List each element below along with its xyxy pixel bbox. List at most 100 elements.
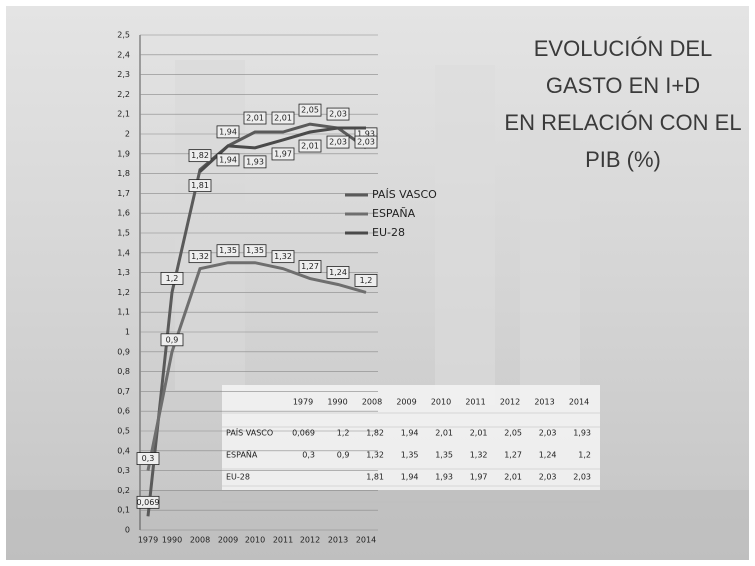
page: EVOLUCIÓN DELGASTO EN I+DEN RELACIÓN CON… — [0, 0, 755, 566]
table-cell: 1,27 — [504, 451, 522, 460]
y-tick-label: 0,8 — [117, 367, 130, 376]
x-tick-label: 2014 — [356, 536, 376, 545]
data-label: 2,01 — [274, 114, 292, 123]
data-label: 1,35 — [219, 246, 237, 255]
table-cell: 1,35 — [435, 451, 453, 460]
y-tick-label: 1,9 — [117, 149, 130, 158]
x-tick-label: 2008 — [190, 536, 210, 545]
data-label: 1,32 — [274, 252, 292, 261]
tube — [435, 65, 495, 405]
table-cell: 2,03 — [573, 473, 591, 482]
y-tick-label: 1,5 — [117, 229, 130, 238]
data-label: 2,03 — [357, 138, 375, 147]
data-label: 1,93 — [246, 157, 264, 166]
table-cell: 1,32 — [366, 451, 384, 460]
y-tick-label: 2,1 — [117, 110, 130, 119]
data-label: 1,32 — [191, 252, 209, 261]
table-header: 2011 — [465, 398, 485, 407]
y-tick-label: 0,4 — [117, 446, 130, 455]
data-label: 1,24 — [329, 268, 347, 277]
y-tick-label: 1 — [125, 328, 130, 337]
table-cell: 2,03 — [539, 473, 557, 482]
data-label: 2,01 — [246, 114, 264, 123]
y-tick-label: 1,8 — [117, 169, 130, 178]
data-label: 1,2 — [360, 276, 373, 285]
data-label: 0,9 — [166, 335, 179, 344]
data-label: 1,82 — [191, 151, 209, 160]
y-tick-label: 1,3 — [117, 268, 130, 277]
table-cell: 1,35 — [401, 451, 419, 460]
table-cell: 1,94 — [401, 429, 419, 438]
table-cell: 0,9 — [337, 451, 350, 460]
y-tick-label: 1,4 — [117, 248, 130, 257]
y-tick-label: 0,6 — [117, 407, 130, 416]
table-cell: 1,82 — [366, 429, 384, 438]
y-tick-label: 0,3 — [117, 466, 130, 475]
table-row-label: ESPAÑA — [226, 450, 258, 460]
data-label: 0,069 — [137, 498, 160, 507]
table-header: 1990 — [327, 398, 347, 407]
table-cell: 2,05 — [504, 429, 522, 438]
data-label: 1,94 — [219, 155, 237, 164]
table-cell: 1,94 — [401, 473, 419, 482]
data-label: 1,2 — [166, 274, 179, 283]
x-tick-label: 2012 — [300, 536, 320, 545]
table-cell: 2,01 — [470, 429, 488, 438]
y-tick-label: 0,9 — [117, 347, 130, 356]
table-header: 2008 — [362, 398, 382, 407]
tube — [520, 120, 580, 410]
table-header: 1979 — [293, 398, 313, 407]
table-cell: 2,01 — [504, 473, 522, 482]
table-cell: 2,03 — [539, 429, 557, 438]
data-label: 1,27 — [301, 262, 319, 271]
tube — [175, 60, 245, 390]
table-row-label: EU-28 — [226, 473, 250, 482]
table-cell: 1,2 — [578, 451, 591, 460]
table-cell: 1,93 — [435, 473, 453, 482]
y-tick-label: 0,7 — [117, 387, 130, 396]
y-tick-label: 0 — [125, 526, 130, 535]
table-cell: 1,2 — [337, 429, 350, 438]
data-label: 1,94 — [219, 127, 237, 136]
data-label: 1,81 — [191, 181, 209, 190]
y-tick-label: 2,2 — [117, 90, 130, 99]
table-cell: 1,81 — [366, 473, 384, 482]
data-label: 1,35 — [246, 246, 264, 255]
data-label: 2,01 — [301, 142, 319, 151]
y-tick-label: 2,5 — [117, 31, 130, 40]
y-tick-label: 2,3 — [117, 70, 130, 79]
table-cell: 1,93 — [573, 429, 591, 438]
table-row-label: PAÍS VASCO — [226, 427, 273, 438]
table-cell: 1,24 — [539, 451, 557, 460]
y-tick-label: 0,1 — [117, 506, 130, 515]
data-label: 1,97 — [274, 149, 292, 158]
y-tick-label: 1,7 — [117, 189, 130, 198]
table-cell: 0,3 — [302, 451, 315, 460]
table-header: 2010 — [431, 398, 451, 407]
data-label: 2,05 — [301, 106, 319, 115]
y-tick-label: 1,6 — [117, 209, 130, 218]
x-tick-label: 1979 — [138, 536, 158, 545]
data-label: 0,3 — [142, 454, 155, 463]
bench — [6, 490, 749, 560]
y-tick-label: 1,2 — [117, 288, 130, 297]
table-header: 2013 — [534, 398, 554, 407]
x-tick-label: 2013 — [328, 536, 348, 545]
y-tick-label: 1,1 — [117, 308, 130, 317]
x-tick-label: 2010 — [245, 536, 265, 545]
data-label: 2,03 — [329, 110, 347, 119]
table-cell: 1,97 — [470, 473, 488, 482]
y-tick-label: 0,5 — [117, 427, 130, 436]
data-label: 2,03 — [329, 138, 347, 147]
legend-label: EU-28 — [372, 226, 405, 239]
x-tick-label: 2011 — [273, 536, 293, 545]
table-header: 2012 — [500, 398, 520, 407]
legend-label: PAÍS VASCO — [372, 188, 437, 201]
table-cell: 1,32 — [470, 451, 488, 460]
legend-label: ESPAÑA — [372, 207, 416, 220]
y-tick-label: 2 — [125, 130, 130, 139]
y-tick-label: 2,4 — [117, 50, 130, 59]
x-tick-label: 2009 — [218, 536, 238, 545]
y-tick-label: 0,2 — [117, 486, 130, 495]
x-tick-label: 1990 — [162, 536, 182, 545]
